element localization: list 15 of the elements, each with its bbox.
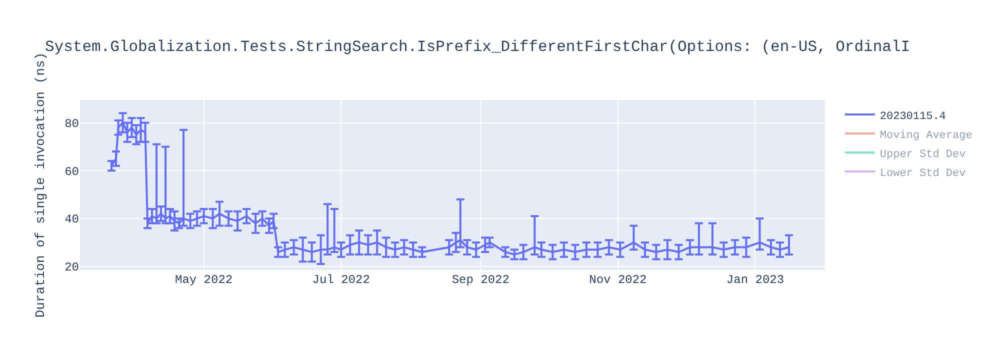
legend-label: Moving Average — [880, 130, 972, 142]
x-tick-label: Sep 2022 — [452, 273, 510, 287]
y-tick-label: 20 — [64, 260, 79, 275]
x-tick-label: Nov 2022 — [589, 273, 647, 287]
y-tick-label: 80 — [64, 116, 79, 131]
legend-label: Upper Std Dev — [880, 148, 966, 161]
x-tick-label: Jul 2022 — [312, 273, 370, 287]
y-tick-label: 60 — [64, 164, 79, 179]
legend-label: Lower Std Dev — [880, 168, 966, 180]
x-tick-label: May 2022 — [174, 273, 233, 287]
x-tick-label: Jan 2023 — [726, 273, 784, 287]
y-axis-title: Duration of single invocation (ns) — [33, 52, 48, 318]
legend-label: 20230115.4 — [880, 110, 946, 123]
y-tick-label: 40 — [64, 212, 79, 227]
chart-title: System.Globalization.Tests.StringSearch.IsPrefix_DifferentFirstChar(Options: (en-US, OrdinalI — [45, 38, 910, 56]
